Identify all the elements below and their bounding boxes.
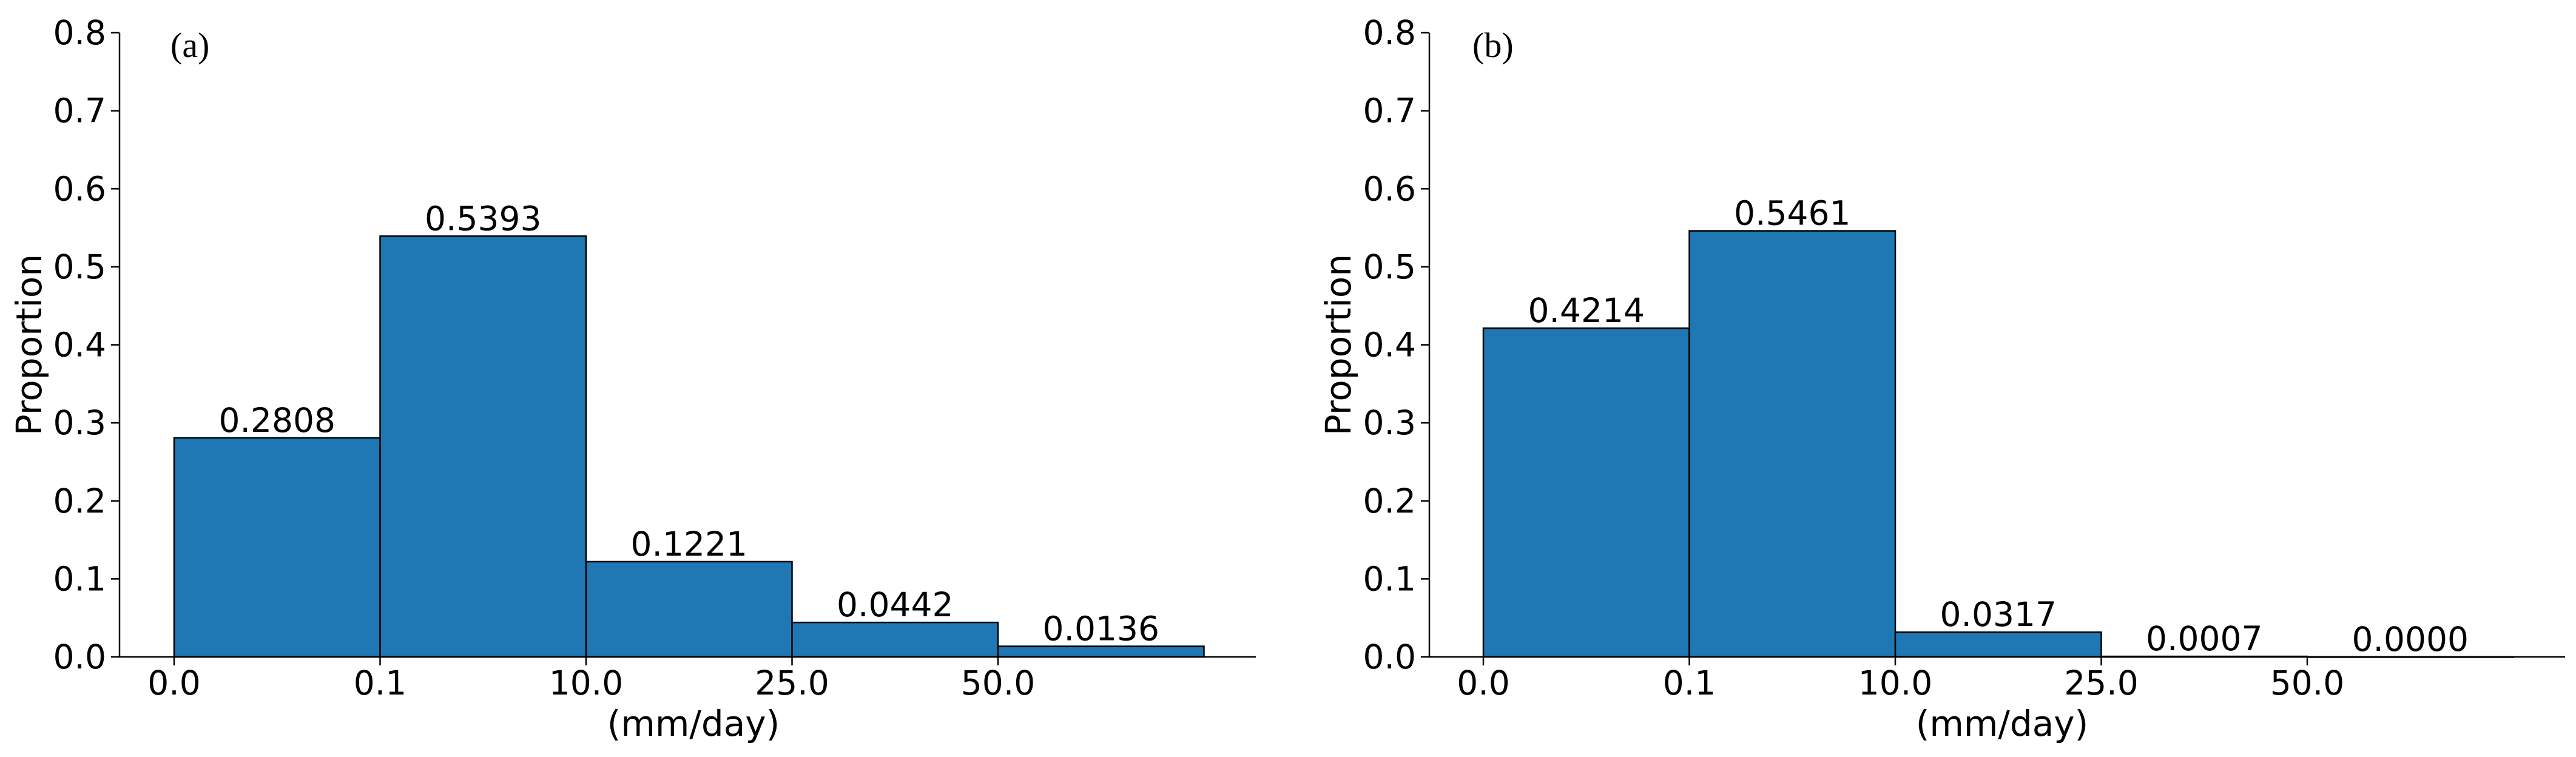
bar-value-label: 0.1221 (631, 525, 747, 564)
y-tick-label: 0.1 (53, 559, 106, 598)
y-tick-label: 0.5 (1363, 247, 1416, 286)
panel-label: (b) (1472, 25, 1514, 65)
bar-value-label: 0.5393 (425, 199, 541, 238)
x-tick-label: 50.0 (2270, 664, 2344, 702)
x-tick-label: 50.0 (961, 664, 1035, 702)
y-tick-label: 0.3 (1363, 403, 1416, 442)
y-tick-label: 0.4 (1363, 326, 1416, 365)
x-tick-label: 25.0 (2064, 664, 2138, 702)
y-tick-label: 0.7 (1363, 92, 1416, 130)
x-tick-label: 0.0 (1457, 664, 1509, 702)
x-tick-label: 0.0 (147, 664, 200, 702)
y-tick-label: 0.0 (1363, 638, 1416, 676)
bar-value-label: 0.0136 (1043, 610, 1159, 648)
y-tick-label: 0.2 (53, 482, 106, 520)
y-tick-label: 0.8 (53, 13, 106, 52)
histogram-bar (379, 235, 587, 658)
y-tick-label: 0.2 (1363, 482, 1416, 520)
histogram-bar (585, 560, 793, 658)
bar-value-label: 0.4214 (1528, 291, 1645, 330)
panel-a: 0.0 0.1 0.2 0.3 0.4 0.5 0.6 0.7 0.8 0.2808 0.5393 0… (8, 13, 1256, 744)
y-tick-label: 0.1 (1363, 559, 1416, 598)
y-tick-label: 0.8 (1363, 13, 1416, 52)
y-tick-label: 0.4 (53, 326, 106, 365)
y-tick-label: 0.6 (53, 169, 106, 208)
bar-value-label: 0.0007 (2146, 619, 2262, 658)
x-axis-label: (mm/day) (607, 703, 780, 744)
histogram-bar (1894, 631, 2102, 658)
histogram-bar (173, 437, 381, 658)
y-tick-label: 0.3 (53, 403, 106, 442)
x-tick-label: 10.0 (549, 664, 623, 702)
panel-label: (a) (170, 25, 209, 65)
x-axis-label: (mm/day) (1916, 703, 2088, 744)
y-tick-label: 0.7 (53, 92, 106, 130)
bar-value-label: 0.5461 (1734, 194, 1850, 233)
y-axis-label: Proportion (8, 254, 50, 436)
panel-b: 0.0 0.1 0.2 0.3 0.4 0.5 0.6 0.7 0.8 0.4214 0.5461 0… (1318, 13, 2565, 744)
y-tick-label: 0.6 (1363, 169, 1416, 208)
bar-value-label: 0.2808 (219, 401, 335, 440)
histogram-bar (1688, 230, 1897, 658)
x-tick-label: 10.0 (1858, 664, 1932, 702)
x-tick-label: 25.0 (755, 664, 829, 702)
histogram-bar (791, 621, 999, 658)
bar-value-label: 0.0442 (837, 585, 953, 624)
y-tick-label: 0.0 (53, 638, 106, 676)
y-tick-label: 0.5 (53, 247, 106, 286)
bar-value-label: 0.0000 (2352, 620, 2469, 659)
histogram-bar (1482, 327, 1690, 658)
x-tick-label: 0.1 (354, 664, 406, 702)
bar-value-label: 0.0317 (1940, 595, 2057, 634)
y-axis-label: Proportion (1318, 254, 1359, 436)
x-tick-label: 0.1 (1663, 664, 1716, 702)
